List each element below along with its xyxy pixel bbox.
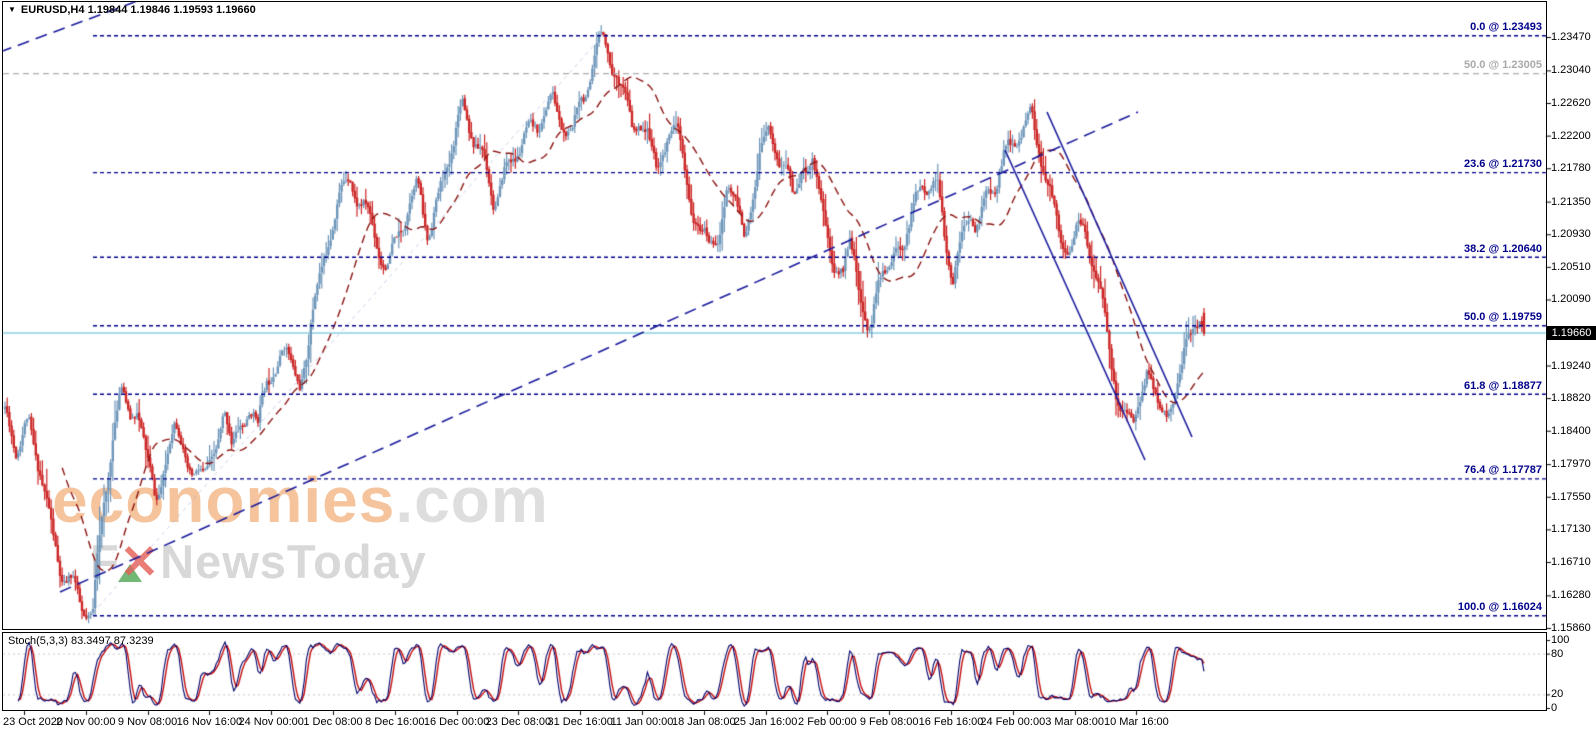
- time-axis-label: 9 Nov 08:00: [117, 716, 178, 728]
- time-axis-label: 1 Dec 08:00: [303, 716, 363, 728]
- price-axis-label: 1.20930: [1551, 228, 1591, 241]
- stoch-axis-label: 0: [1551, 702, 1558, 714]
- fib-level-label: 100.0 @ 1.16024: [1457, 601, 1542, 614]
- fib-level-label: 38.2 @ 1.20640: [1463, 242, 1542, 255]
- time-axis-label: 9 Feb 08:00: [859, 716, 919, 728]
- fib-level-label: 76.4 @ 1.17787: [1463, 464, 1542, 477]
- price-axis-label: 1.15860: [1551, 621, 1591, 634]
- fib-level-label: 61.8 @ 1.18877: [1463, 379, 1542, 392]
- stoch-axis-label: 100: [1551, 634, 1570, 646]
- current-price-badge: 1.19660: [1547, 325, 1596, 340]
- time-axis-label: 23 Dec 08:00: [485, 716, 552, 728]
- price-axis-label: 1.22200: [1551, 129, 1591, 142]
- time-axis-label: 10 Mar 16:00: [1103, 716, 1169, 728]
- stoch-axis-label: 20: [1551, 688, 1564, 701]
- fib-level-label: 23.6 @ 1.21730: [1463, 158, 1542, 171]
- time-axis-label: 16 Feb 16:00: [918, 716, 984, 728]
- price-axis-label: 1.17970: [1551, 458, 1591, 471]
- time-axis-label: 25 Jan 16:00: [733, 716, 798, 728]
- time-axis-label: 24 Feb 00:00: [980, 716, 1046, 728]
- stoch-indicator-label: Stoch(5,3,3) 83.3497 87.3239: [8, 635, 154, 647]
- symbol-dropdown-icon[interactable]: ▼: [8, 5, 16, 14]
- time-axis-label: 8 Dec 16:00: [365, 716, 425, 728]
- time-axis-label: 18 Jan 08:00: [671, 716, 736, 728]
- symbol-name: EURUSD,H4: [20, 4, 85, 16]
- price-axis-label: 1.18820: [1551, 392, 1591, 405]
- price-axis-label: 1.17130: [1551, 523, 1591, 536]
- time-axis-label: 2 Feb 00:00: [798, 716, 857, 728]
- price-axis-label: 1.19240: [1551, 359, 1591, 372]
- time-axis-label: 3 Mar 08:00: [1045, 716, 1104, 728]
- stoch-axis-label: 80: [1551, 647, 1564, 660]
- time-axis-label: 16 Dec 00:00: [423, 716, 490, 728]
- price-axis-label: 1.18400: [1551, 424, 1591, 437]
- fib-level-label: 50.0 @ 1.19759: [1463, 311, 1542, 324]
- time-axis-label: 24 Nov 00:00: [238, 716, 304, 728]
- price-axis-label: 1.22620: [1551, 97, 1591, 109]
- time-axis-label: 16 Nov 16:00: [176, 716, 243, 728]
- symbol-title: ▼ EURUSD,H4 1.19844 1.19846 1.19593 1.196…: [8, 4, 256, 16]
- time-axis-label: 11 Jan 00:00: [610, 716, 674, 728]
- fib-level-label: 0.0 @ 1.23493: [1470, 21, 1542, 34]
- time-axis-label: 31 Dec 16:00: [547, 716, 613, 728]
- fib-level-label: 50.0 @ 1.23005: [1463, 59, 1542, 72]
- price-axis-label: 1.16280: [1551, 589, 1591, 602]
- time-axis-label: 23 Oct 2020: [3, 716, 63, 728]
- price-axis-label: 1.17550: [1551, 490, 1591, 503]
- price-axis-label: 1.21350: [1551, 195, 1591, 208]
- price-axis-label: 1.23040: [1551, 64, 1591, 77]
- price-axis-label: 1.20510: [1551, 260, 1591, 273]
- price-axis-label: 1.23470: [1551, 31, 1591, 43]
- price-axis-label: 1.20090: [1551, 293, 1591, 306]
- time-axis-label: 2 Nov 00:00: [56, 716, 116, 728]
- price-axis-label: 1.16710: [1551, 555, 1591, 568]
- symbol-ohlc: 1.19844 1.19846 1.19593 1.19660: [87, 4, 256, 16]
- price-axis-label: 1.21780: [1551, 162, 1591, 175]
